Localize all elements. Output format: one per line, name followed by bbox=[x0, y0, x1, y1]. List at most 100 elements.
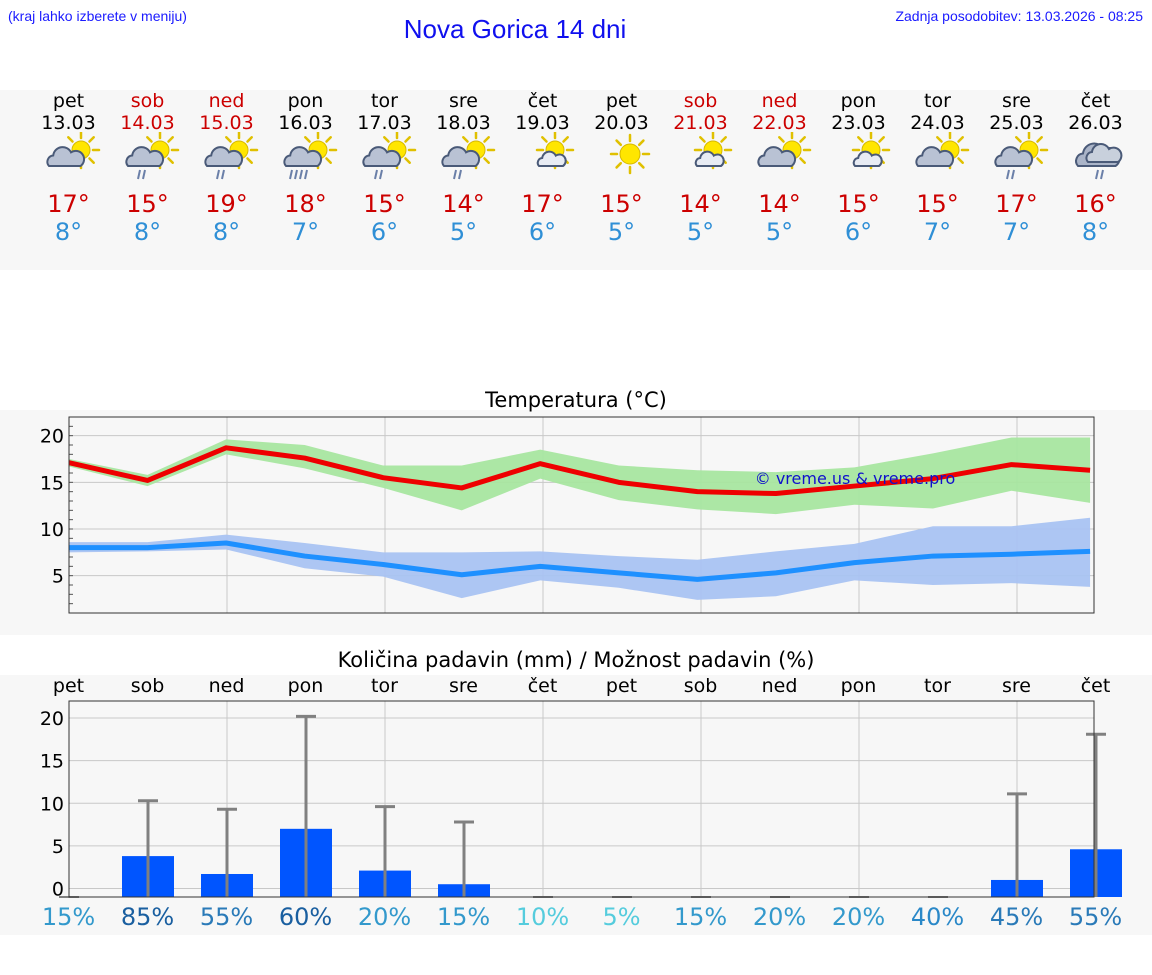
sun-cloud-rain-icon bbox=[361, 132, 416, 180]
sun-ray bbox=[637, 161, 645, 169]
day-column: pon 23.03 15° 6° bbox=[819, 90, 898, 246]
min-temperature: 5° bbox=[686, 218, 715, 246]
min-temperature: 8° bbox=[212, 218, 241, 246]
min-temperature: 8° bbox=[1081, 218, 1110, 246]
sun-small-cloud-icon bbox=[693, 132, 732, 170]
cloud-shape bbox=[914, 146, 954, 167]
sun-ray bbox=[87, 157, 95, 164]
precipitation-probability: 85% bbox=[120, 903, 175, 931]
precipitation-probability: 10% bbox=[515, 903, 570, 931]
sun-ray bbox=[461, 136, 469, 143]
sun-ray bbox=[1035, 157, 1043, 164]
sun-ray bbox=[561, 136, 569, 143]
sun-ray bbox=[166, 136, 174, 143]
precipitation-day-label: pet bbox=[52, 675, 85, 697]
day-column: tor 17.03 15° 6° bbox=[345, 90, 424, 246]
day-date: 19.03 bbox=[515, 112, 570, 134]
day-name: čet bbox=[1080, 90, 1111, 112]
min-temperature: 6° bbox=[528, 218, 557, 246]
rain-drop bbox=[457, 169, 462, 180]
min-temperature: 8° bbox=[54, 218, 83, 246]
precipitation-probabilities: 15% 85% 55% 60% 20% 15% 10% 5% 15% 20% 20% 40% 45% 55… bbox=[0, 903, 1152, 935]
rain-drop bbox=[378, 169, 383, 180]
precipitation-probability: 15% bbox=[436, 903, 491, 931]
precipitation-day-label: pet bbox=[605, 675, 638, 697]
sun-ray bbox=[382, 136, 390, 143]
sun-cloud-rain-icon bbox=[440, 132, 495, 180]
precipitation-probability: 5% bbox=[602, 903, 641, 931]
max-temperature: 17° bbox=[521, 190, 564, 218]
cloud-shape bbox=[852, 150, 883, 167]
cloud-rain-icon bbox=[1074, 142, 1122, 180]
max-temperature: 16° bbox=[1074, 190, 1117, 218]
min-temperature: 7° bbox=[291, 218, 320, 246]
cloud-shape bbox=[203, 146, 243, 167]
min-temperature: 5° bbox=[765, 218, 794, 246]
sun-ray bbox=[303, 136, 311, 143]
y-tick-label: 10 bbox=[40, 793, 64, 815]
precipitation-day-label: ned bbox=[208, 675, 245, 697]
max-temperature: 15° bbox=[837, 190, 880, 218]
precipitation-day-label: sre bbox=[449, 675, 478, 697]
forecast-band bbox=[0, 90, 1152, 270]
sun-ray bbox=[324, 136, 332, 143]
sun-ray bbox=[245, 157, 253, 164]
day-column: tor 24.03 15° 7° bbox=[898, 90, 977, 246]
precipitation-probability: 15% bbox=[673, 903, 728, 931]
sun-ray bbox=[482, 157, 490, 164]
location-hint: (kraj lahko izberete v meniju) bbox=[8, 8, 187, 24]
rain-drop bbox=[1094, 169, 1099, 180]
day-name: pon bbox=[287, 90, 324, 112]
y-tick-label: 20 bbox=[40, 426, 64, 448]
min-temperature: 6° bbox=[370, 218, 399, 246]
precipitation-probability: 55% bbox=[1068, 903, 1123, 931]
sun-ray bbox=[482, 136, 490, 143]
max-temperature-line bbox=[68, 445, 1091, 497]
day-column: sob 21.03 14° 5° bbox=[661, 90, 740, 246]
max-temperature: 18° bbox=[284, 190, 327, 218]
day-date: 21.03 bbox=[673, 112, 728, 134]
sun-ray bbox=[877, 136, 885, 143]
precipitation-day-label: sre bbox=[1002, 675, 1031, 697]
day-name: sre bbox=[449, 90, 478, 112]
max-temperature: 17° bbox=[47, 190, 90, 218]
precipitation-probability: 40% bbox=[910, 903, 965, 931]
max-temperature: 19° bbox=[205, 190, 248, 218]
cloud-shape bbox=[361, 146, 401, 167]
rain-drop bbox=[452, 169, 457, 180]
precipitation-day-labels: pet sob ned pon tor sre čet pet sob ned pon tor sre č… bbox=[0, 675, 1152, 699]
sun-cloud-icon bbox=[45, 132, 100, 170]
min-temperature-band bbox=[69, 517, 1091, 600]
sun-ray bbox=[935, 136, 943, 143]
sun-ray bbox=[719, 136, 727, 143]
sun-ray bbox=[614, 161, 622, 169]
day-column: čet 19.03 17° 6° bbox=[503, 90, 582, 246]
rain-drop bbox=[1010, 169, 1015, 180]
rain-drop bbox=[298, 169, 303, 180]
max-temperature: 17° bbox=[995, 190, 1038, 218]
precipitation-probability: 60% bbox=[278, 903, 333, 931]
precipitation-day-label: tor bbox=[371, 675, 398, 697]
day-column: pon 16.03 18° 7° bbox=[266, 90, 345, 246]
precipitation-day-label: sob bbox=[130, 675, 165, 697]
max-temperature: 15° bbox=[916, 190, 959, 218]
cloud-shape bbox=[536, 150, 567, 167]
y-tick-label: 10 bbox=[40, 519, 64, 541]
cloud-shape bbox=[993, 146, 1033, 167]
day-date: 20.03 bbox=[594, 112, 649, 134]
precipitation-day-label: čet bbox=[1080, 675, 1111, 697]
sun-ray bbox=[540, 136, 548, 143]
page-title: Nova Gorica 14 dni bbox=[403, 14, 627, 44]
day-date: 25.03 bbox=[989, 112, 1044, 134]
sun-cloud-rain-icon bbox=[124, 132, 179, 180]
min-temperature-line bbox=[69, 540, 1091, 582]
rain-drop bbox=[1005, 169, 1010, 180]
day-date: 13.03 bbox=[41, 112, 96, 134]
sun-ray bbox=[324, 157, 332, 164]
precipitation-probability: 45% bbox=[989, 903, 1044, 931]
temperature-chart: 5 10 15 20 © vreme.us & vreme.pro bbox=[40, 416, 1095, 614]
precipitation-probability: 55% bbox=[199, 903, 254, 931]
precipitation-chart: 0 5 10 15 20 bbox=[40, 700, 1122, 900]
max-temperature: 15° bbox=[363, 190, 406, 218]
sun-ray bbox=[637, 139, 645, 147]
